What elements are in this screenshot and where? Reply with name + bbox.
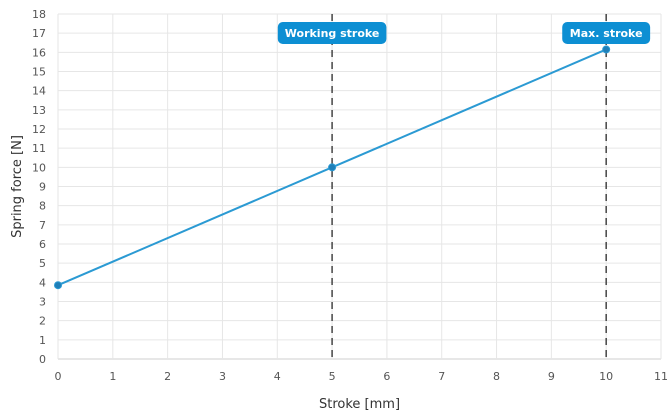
y-tick-label: 11: [32, 142, 46, 155]
x-tick-label: 0: [55, 370, 62, 383]
y-tick-label: 7: [39, 219, 46, 232]
y-tick-label: 2: [39, 315, 46, 328]
data-point: [602, 45, 611, 54]
y-tick-label: 0: [39, 353, 46, 366]
reference-label-text: Max. stroke: [570, 27, 643, 40]
x-axis-title: Stroke [mm]: [319, 397, 400, 412]
y-tick-label: 16: [32, 46, 46, 59]
y-tick-label: 9: [39, 181, 46, 194]
reference-label: Working stroke: [277, 22, 387, 44]
reference-labels: Working stroke Max. stroke: [277, 22, 651, 44]
y-tick-label: 14: [32, 85, 46, 98]
y-tick-label: 13: [32, 104, 46, 117]
x-tick-label: 1: [109, 370, 116, 383]
y-tick-label: 6: [39, 238, 46, 251]
reference-label-box: [277, 22, 387, 44]
data-point: [328, 163, 337, 172]
x-axis-ticks: 0 1 2 3 4 5 6 7 8 9 10 11: [55, 370, 667, 383]
y-tick-label: 5: [39, 257, 46, 270]
x-tick-label: 2: [164, 370, 171, 383]
y-axis-title: Spring force [N]: [10, 135, 25, 238]
x-tick-label: 6: [383, 370, 390, 383]
y-tick-label: 8: [39, 200, 46, 213]
reference-lines: [331, 14, 607, 359]
x-tick-label: 10: [599, 370, 613, 383]
y-tick-label: 4: [39, 276, 46, 289]
x-tick-label: 5: [329, 370, 336, 383]
y-tick-label: 3: [39, 296, 46, 309]
y-tick-label: 18: [32, 8, 46, 21]
x-tick-label: 8: [493, 370, 500, 383]
data-point: [54, 281, 62, 290]
series-layer: [54, 45, 611, 290]
y-tick-label: 12: [32, 123, 46, 136]
reference-label: Max. stroke: [562, 22, 651, 44]
x-tick-label: 3: [219, 370, 226, 383]
y-tick-label: 15: [32, 66, 46, 79]
x-tick-label: 11: [654, 370, 667, 383]
x-tick-label: 4: [274, 370, 281, 383]
x-tick-label: 9: [548, 370, 555, 383]
y-tick-label: 1: [39, 334, 46, 347]
x-tick-label: 7: [438, 370, 445, 383]
reference-label-box: [562, 22, 651, 44]
y-tick-label: 10: [32, 161, 46, 174]
reference-label-text: Working stroke: [285, 27, 380, 40]
y-tick-label: 17: [32, 27, 46, 40]
